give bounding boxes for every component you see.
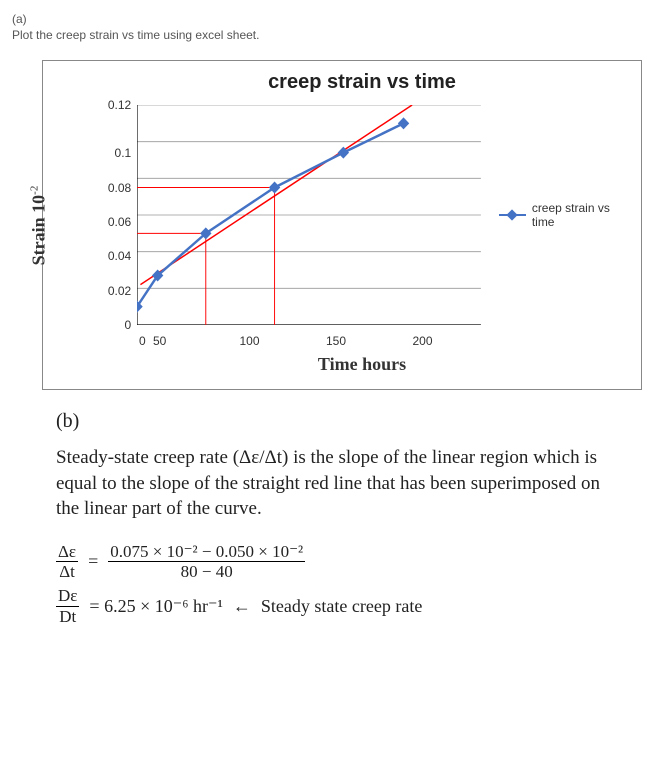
eq1-lhs: Δε Δt bbox=[56, 542, 78, 582]
legend-marker bbox=[499, 214, 526, 216]
legend-label: creep strain vs time bbox=[532, 201, 631, 229]
equation-2: Dε Dt = 6.25 × 10⁻⁶ hr⁻¹ ← Steady state … bbox=[56, 586, 622, 626]
eq2-note: Steady state creep rate bbox=[261, 596, 422, 617]
part-b-label: (b) bbox=[56, 410, 622, 433]
equation-1: Δε Δt = 0.075 × 10⁻² − 0.050 × 10⁻² 80 −… bbox=[56, 542, 622, 582]
chart-title: creep strain vs time bbox=[93, 71, 631, 94]
eq1-rhs: 0.075 × 10⁻² − 0.050 × 10⁻² 80 − 40 bbox=[108, 542, 305, 582]
eq2-lhs: Dε Dt bbox=[56, 586, 79, 626]
chart-container: Strain 10-2 creep strain vs time 00.020.… bbox=[42, 60, 642, 390]
y-axis-label: Strain 10-2 bbox=[29, 185, 50, 265]
eq2-rhs: = 6.25 × 10⁻⁶ hr⁻¹ bbox=[89, 596, 222, 617]
part-a-instruction: Plot the creep strain vs time using exce… bbox=[12, 28, 642, 42]
legend: creep strain vs time bbox=[499, 201, 631, 229]
part-a-label: (a) bbox=[12, 12, 642, 26]
x-tick-labels: 050100150200 bbox=[139, 334, 499, 348]
part-b-text: Steady-state creep rate (Δε/Δt) is the s… bbox=[56, 445, 622, 522]
y-tick-labels: 00.020.040.060.080.10.12 bbox=[93, 105, 131, 325]
plot-area bbox=[137, 105, 481, 325]
part-b: (b) Steady-state creep rate (Δε/Δt) is t… bbox=[56, 410, 622, 626]
arrow-icon: ← bbox=[233, 596, 251, 617]
x-axis-label: Time hours bbox=[93, 354, 631, 375]
